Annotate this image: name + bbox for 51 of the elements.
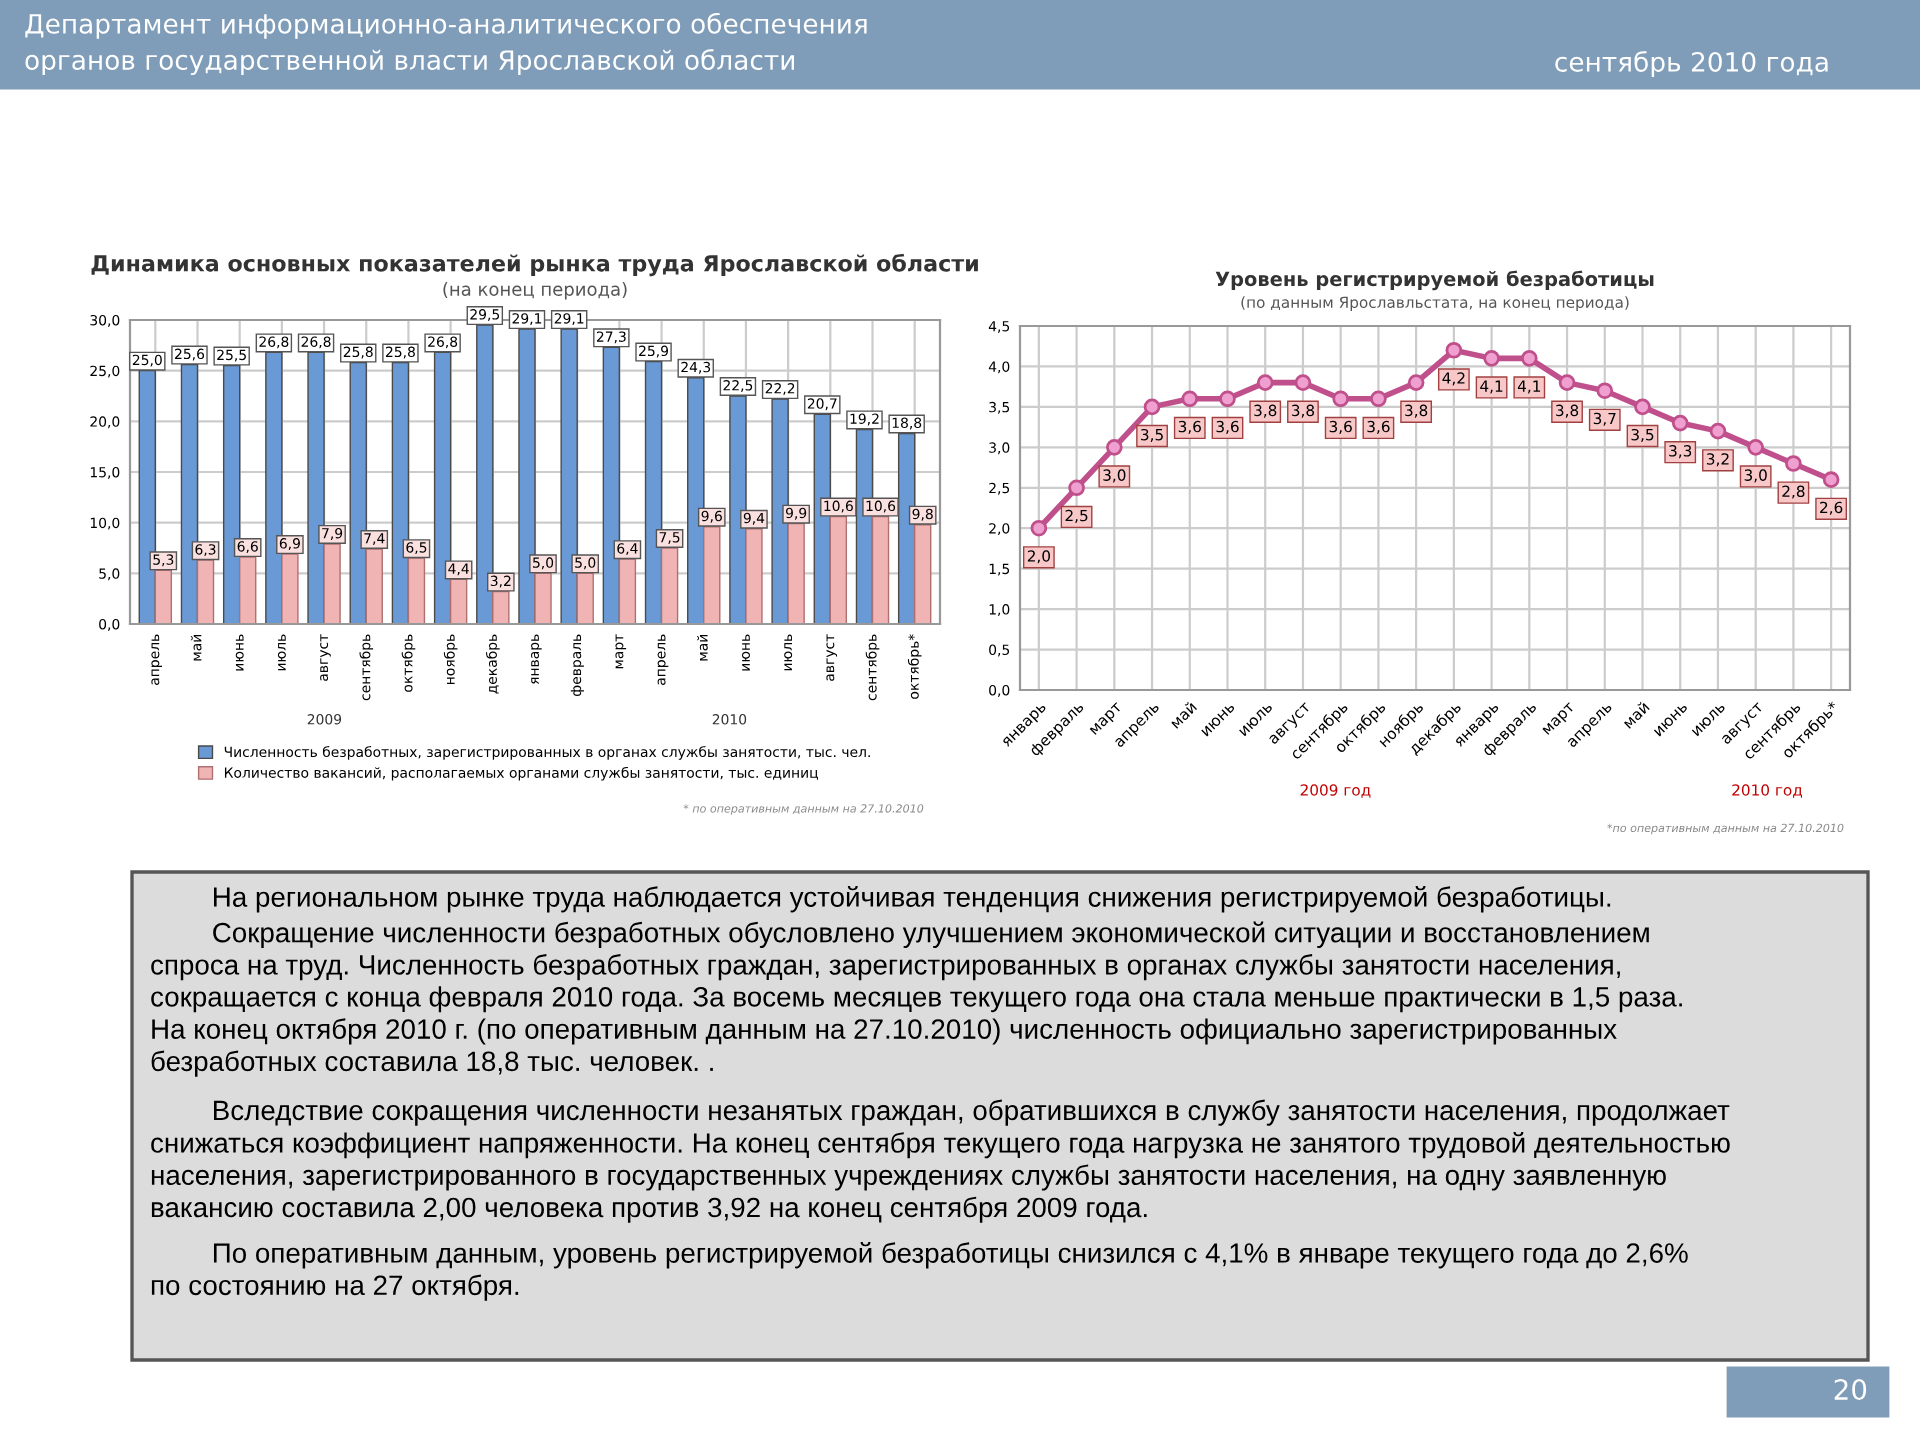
bar bbox=[703, 526, 721, 624]
point bbox=[1294, 374, 1312, 391]
point bbox=[1747, 439, 1765, 456]
bar bbox=[618, 558, 637, 624]
text: сентябрь 2010 года bbox=[1555, 51, 1828, 77]
point bbox=[1105, 439, 1123, 456]
bar bbox=[871, 515, 890, 624]
bar bbox=[407, 557, 426, 624]
point bbox=[1596, 382, 1614, 400]
bar bbox=[787, 522, 805, 624]
point bbox=[1483, 350, 1500, 367]
point bbox=[1520, 350, 1538, 367]
point bbox=[1332, 390, 1350, 408]
bar bbox=[323, 543, 341, 624]
text: На региональном рынке труда наблюдается устойчивая тенденция снижения регистрируемой безработицы. bbox=[214, 886, 1611, 913]
bar bbox=[745, 528, 763, 624]
text: Департамент информационно-аналитического обеспечения органов государственной власти Ярославской области bbox=[25, 12, 867, 76]
point bbox=[1181, 390, 1199, 408]
point bbox=[1785, 455, 1802, 472]
bar bbox=[576, 572, 594, 624]
bar bbox=[196, 559, 215, 624]
chart-subtitle: (на конец периода) bbox=[443, 281, 627, 300]
point bbox=[1822, 471, 1840, 489]
point bbox=[1068, 479, 1085, 497]
chart-title: Уровень регистрируемой безработицы bbox=[1215, 270, 1654, 291]
point bbox=[1558, 374, 1576, 391]
point bbox=[1671, 414, 1689, 432]
bar bbox=[660, 547, 679, 624]
bar bbox=[913, 523, 932, 624]
bar bbox=[829, 515, 848, 624]
point bbox=[1030, 519, 1048, 537]
bar bbox=[154, 569, 173, 624]
bar bbox=[281, 553, 299, 624]
text: Вследствие сокращения численности незанятых граждан, обратившихся в службу занятости населения, продолжает снижаться коэффициент напряженности. На конец сентября текущего года нагрузка не занятого трудовой деятельностью населения, зарегистрированного в государственных учреждениях службы занятости населения, на одну заявленную вакансию составила 2,00 человека против 3,92 на конец сентября 2009 года. bbox=[151, 1099, 1730, 1223]
chart-title: Динамика основных показателей рынка труда Ярославской области bbox=[91, 253, 978, 277]
text: 20 bbox=[1834, 1379, 1867, 1401]
bar bbox=[238, 556, 257, 624]
point bbox=[1634, 398, 1651, 416]
point bbox=[1256, 374, 1274, 391]
text: Сокращение численности безработных обусловлено улучшением экономической ситуации и восстановлением спроса на труд. Численность безработных граждан, зарегистрированных в органах службы занятости населения, сокращается с конца февраля 2010 года. За восемь месяцев текущего года она стала меньше практически в 1,5 раза. На конец октября 2010 г. (по оперативным данным на 27.10.2010) численность официально зарегистрированных безработных составила 18,8 тыс. человек. . bbox=[151, 921, 1682, 1077]
bar bbox=[449, 578, 468, 624]
point bbox=[1445, 341, 1463, 359]
bar bbox=[365, 548, 383, 624]
point bbox=[1219, 390, 1236, 408]
point bbox=[1709, 422, 1727, 440]
point bbox=[1370, 390, 1387, 408]
bar bbox=[492, 590, 510, 624]
point bbox=[1143, 398, 1161, 416]
text: По оперативным данным, уровень регистрируемой безработицы снизился с 4,1% в январе текущего года до 2,6% по состоянию на 27 октября. bbox=[151, 1242, 1688, 1301]
point bbox=[1407, 374, 1425, 391]
bar bbox=[534, 572, 552, 624]
